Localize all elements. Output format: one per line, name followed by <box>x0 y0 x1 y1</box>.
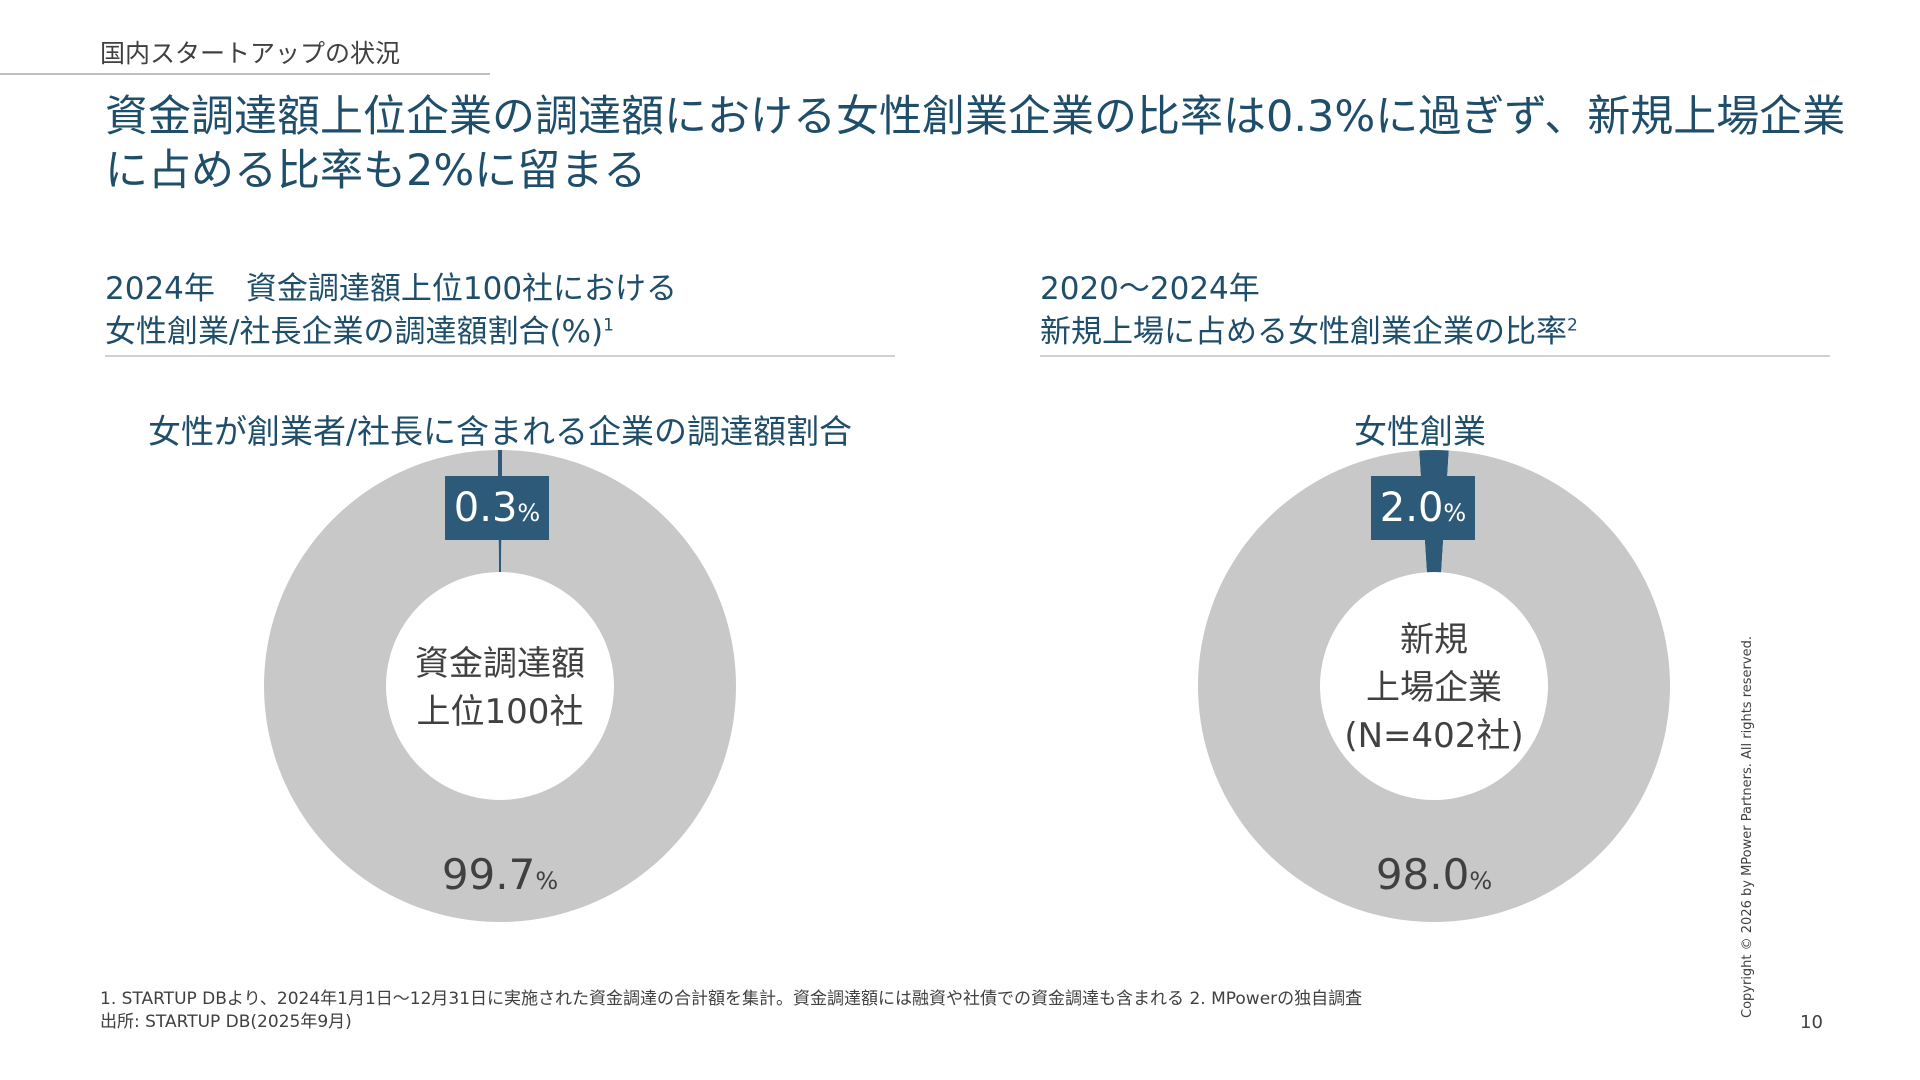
right-center-line1: 新規 <box>1400 620 1468 660</box>
right-rest-pct: % <box>1469 867 1493 895</box>
right-center-line2: 上場企業 <box>1366 668 1502 708</box>
left-panel-title-line2-wrap: 女性創業/社長企業の調達額割合(%)1 <box>105 311 677 354</box>
right-donut-slice-2 <box>1198 450 1670 922</box>
left-highlight-value-box: 0.3% <box>445 476 549 540</box>
right-highlight-value-box: 2.0% <box>1371 476 1475 540</box>
right-donut-center-label: 新規 上場企業 (N=402社) <box>1284 616 1584 760</box>
section-divider <box>0 73 490 75</box>
copyright-notice: Copyright © 2026 by MPower Partners. All… <box>1740 636 1755 1018</box>
left-panel-title: 2024年 資金調達額上位100社における 女性創業/社長企業の調達額割合(%)… <box>105 268 677 354</box>
left-rest-value-label: 99.7% <box>400 850 600 899</box>
left-center-line1: 資金調達額 <box>415 644 585 684</box>
left-panel-footnote-ref: 1 <box>603 315 614 336</box>
left-highlight-value: 0.3 <box>453 485 518 531</box>
right-panel-divider <box>1040 355 1830 357</box>
left-donut-center-label: 資金調達額 上位100社 <box>350 640 650 736</box>
right-chart-label: 女性創業 <box>1354 412 1486 451</box>
right-panel-title-line1: 2020～2024年 <box>1040 271 1260 307</box>
right-panel-title: 2020～2024年 新規上場に占める女性創業企業の比率2 <box>1040 268 1578 354</box>
right-rest-value-label: 98.0% <box>1334 850 1534 899</box>
left-donut-slice-2 <box>264 450 736 922</box>
footnote-source: 出所: STARTUP DB(2025年9月) <box>100 1012 352 1032</box>
section-label: 国内スタートアップの状況 <box>100 39 401 68</box>
right-highlight-value: 2.0 <box>1379 485 1444 531</box>
right-panel-footnote-ref: 2 <box>1567 315 1578 336</box>
right-center-line3: (N=402社) <box>1344 716 1524 756</box>
footnote: 1. STARTUP DBより、2024年1月1日～12月31日に実施された資金… <box>100 988 1362 1034</box>
left-chart-label: 女性が創業者/社長に含まれる企業の調達額割合 <box>147 412 853 451</box>
left-highlight-pct: % <box>517 499 541 527</box>
left-rest-value: 99.7 <box>441 850 536 899</box>
page-title: 資金調達額上位企業の調達額における女性創業企業の比率は0.3%に過ぎず、新規上場… <box>105 92 1846 196</box>
left-panel-title-line2: 女性創業/社長企業の調達額割合(%) <box>105 314 604 350</box>
page-number: 10 <box>1800 1012 1823 1033</box>
right-panel-title-line2-wrap: 新規上場に占める女性創業企業の比率2 <box>1040 311 1578 354</box>
footnote-line1: 1. STARTUP DBより、2024年1月1日～12月31日に実施された資金… <box>100 989 1363 1009</box>
left-rest-pct: % <box>535 867 559 895</box>
left-panel-title-line1: 2024年 資金調達額上位100社における <box>105 271 678 307</box>
right-rest-value: 98.0 <box>1375 850 1470 899</box>
left-panel-divider <box>105 355 895 357</box>
left-center-line2: 上位100社 <box>416 692 584 732</box>
right-panel-title-line2: 新規上場に占める女性創業企業の比率 <box>1040 314 1567 350</box>
right-highlight-pct: % <box>1443 499 1467 527</box>
